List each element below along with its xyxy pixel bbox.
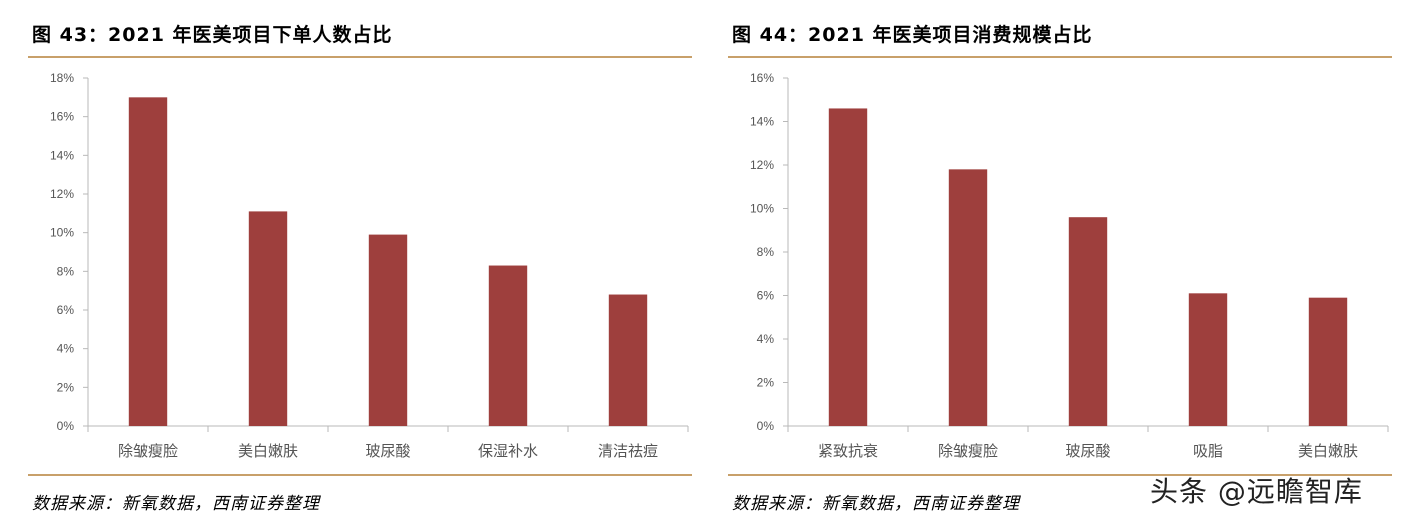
x-category-label: 清洁祛痘	[598, 442, 658, 460]
watermark-text: 头条 @远瞻智库	[1150, 475, 1363, 508]
y-tick-label: 14%	[750, 115, 774, 129]
figure-44-panel: 图 44：2021 年医美项目消费规模占比 0% 2% 4% 6% 8% 10% 12% 14…	[728, 0, 1392, 524]
figure-44-title: 图 44：2021 年医美项目消费规模占比	[732, 24, 1093, 46]
y-tick-label: 12%	[50, 187, 74, 201]
bar-3	[1068, 217, 1108, 426]
x-category-label: 除皱瘦脸	[118, 442, 178, 460]
y-tick-label: 12%	[750, 158, 774, 172]
figure-44-source-note: 数据来源：新氧数据，西南证券整理	[732, 494, 1020, 514]
figure-44-bar-chart: 0% 2% 4% 6% 8% 10% 12% 14% 16% 紧致抗衰 除皱瘦脸 玻尿酸 吸脂 美白嫩肤	[750, 71, 1389, 460]
y-tick-label: 0%	[757, 419, 775, 433]
y-tick-label: 4%	[757, 332, 775, 346]
x-category-label: 紧致抗衰	[818, 442, 878, 460]
x-category-label: 保湿补水	[478, 442, 538, 460]
x-category-label: 玻尿酸	[1065, 442, 1110, 460]
figure-43-panel: 图 43：2021 年医美项目下单人数占比 0% 2% 4% 6% 8% 10% 12% 14…	[28, 0, 692, 524]
bar-1	[828, 108, 868, 426]
y-tick-label: 16%	[750, 71, 774, 85]
x-category-label: 吸脂	[1193, 442, 1223, 460]
figure-44-bottom-rule	[728, 474, 1392, 476]
y-tick-label: 6%	[757, 289, 775, 303]
figure-43-bar-chart: 0% 2% 4% 6% 8% 10% 12% 14% 16% 18% 除皱瘦脸 美白嫩肤 玻尿酸 保湿补水…	[50, 71, 689, 460]
bar-2	[948, 169, 988, 426]
y-tick-label: 0%	[57, 419, 75, 433]
figure-43-bottom-rule	[28, 474, 692, 476]
y-tick-label: 10%	[50, 226, 74, 240]
y-tick-label: 10%	[750, 202, 774, 216]
y-tick-label: 8%	[57, 264, 75, 278]
y-tick-label: 16%	[50, 110, 74, 124]
y-tick-label: 6%	[57, 303, 75, 317]
y-tick-label: 14%	[50, 148, 74, 162]
figure-43-source-note: 数据来源：新氧数据，西南证券整理	[32, 494, 320, 514]
x-category-label: 玻尿酸	[365, 442, 410, 460]
y-tick-label: 2%	[757, 376, 775, 390]
x-category-label: 除皱瘦脸	[938, 442, 998, 460]
y-tick-label: 2%	[57, 380, 75, 394]
figure-43-title: 图 43：2021 年医美项目下单人数占比	[32, 24, 393, 46]
x-category-label: 美白嫩肤	[1298, 442, 1358, 460]
bar-1	[128, 97, 168, 427]
bar-4	[488, 265, 528, 426]
x-category-label: 美白嫩肤	[238, 442, 298, 460]
y-tick-label: 4%	[57, 342, 75, 356]
y-tick-label: 8%	[757, 245, 775, 259]
figure-43-top-rule	[28, 56, 692, 58]
bar-2	[248, 211, 288, 426]
bar-5	[608, 294, 648, 426]
bar-5	[1308, 297, 1348, 426]
bar-4	[1188, 293, 1228, 426]
figure-44-top-rule	[728, 56, 1392, 58]
y-tick-label: 18%	[50, 71, 74, 85]
bar-3	[368, 234, 408, 426]
